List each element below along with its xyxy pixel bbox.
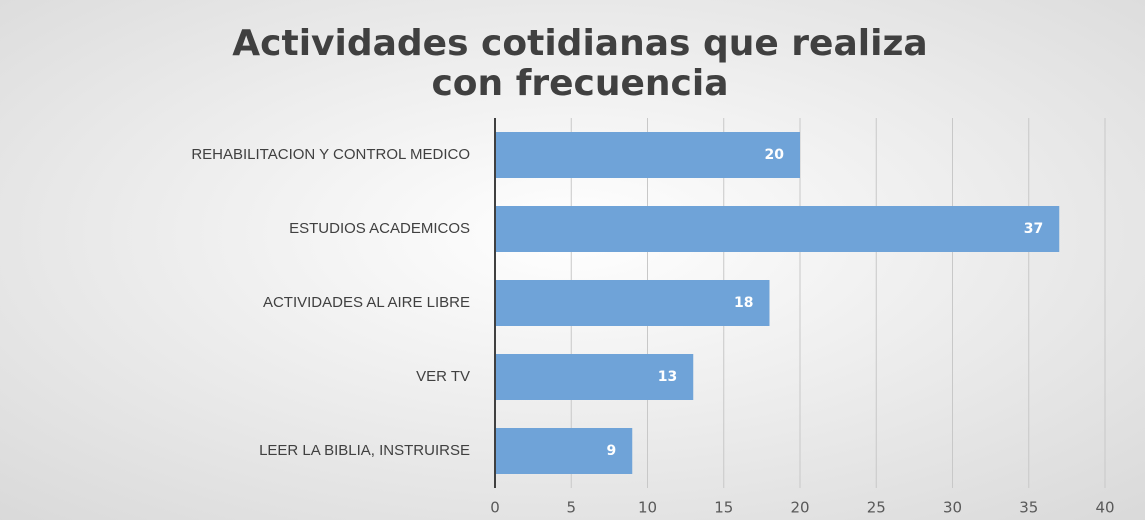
x-tick-label: 0 bbox=[490, 499, 500, 517]
data-label: 37 bbox=[1024, 221, 1043, 237]
data-label: 18 bbox=[734, 295, 753, 311]
data-label: 20 bbox=[765, 147, 785, 163]
x-tick-label: 20 bbox=[790, 499, 809, 517]
bar bbox=[495, 206, 1060, 252]
x-tick-label: 10 bbox=[638, 499, 657, 517]
x-tick-label: 5 bbox=[566, 499, 576, 517]
x-tick-label: 15 bbox=[714, 499, 733, 517]
x-tick-label: 30 bbox=[943, 499, 962, 517]
y-tick-label: ACTIVIDADES AL AIRE LIBRE bbox=[263, 294, 470, 311]
y-tick-label: LEER LA BIBLIA, INSTRUIRSE bbox=[259, 442, 470, 459]
chart-title: Actividades cotidianas que realiza bbox=[232, 23, 927, 64]
chart-title: con frecuencia bbox=[431, 63, 728, 104]
y-tick-label: VER TV bbox=[416, 368, 470, 385]
bar bbox=[495, 428, 633, 474]
y-tick-label: ESTUDIOS ACADEMICOS bbox=[289, 220, 470, 237]
x-tick-label: 40 bbox=[1095, 499, 1114, 517]
data-label: 13 bbox=[658, 369, 677, 385]
x-tick-label: 35 bbox=[1019, 499, 1038, 517]
x-tick-label: 25 bbox=[867, 499, 886, 517]
bar bbox=[495, 354, 694, 400]
y-tick-label: REHABILITACION Y CONTROL MEDICO bbox=[191, 146, 470, 163]
bar bbox=[495, 132, 800, 178]
bar bbox=[495, 280, 770, 326]
data-label: 9 bbox=[607, 443, 617, 459]
